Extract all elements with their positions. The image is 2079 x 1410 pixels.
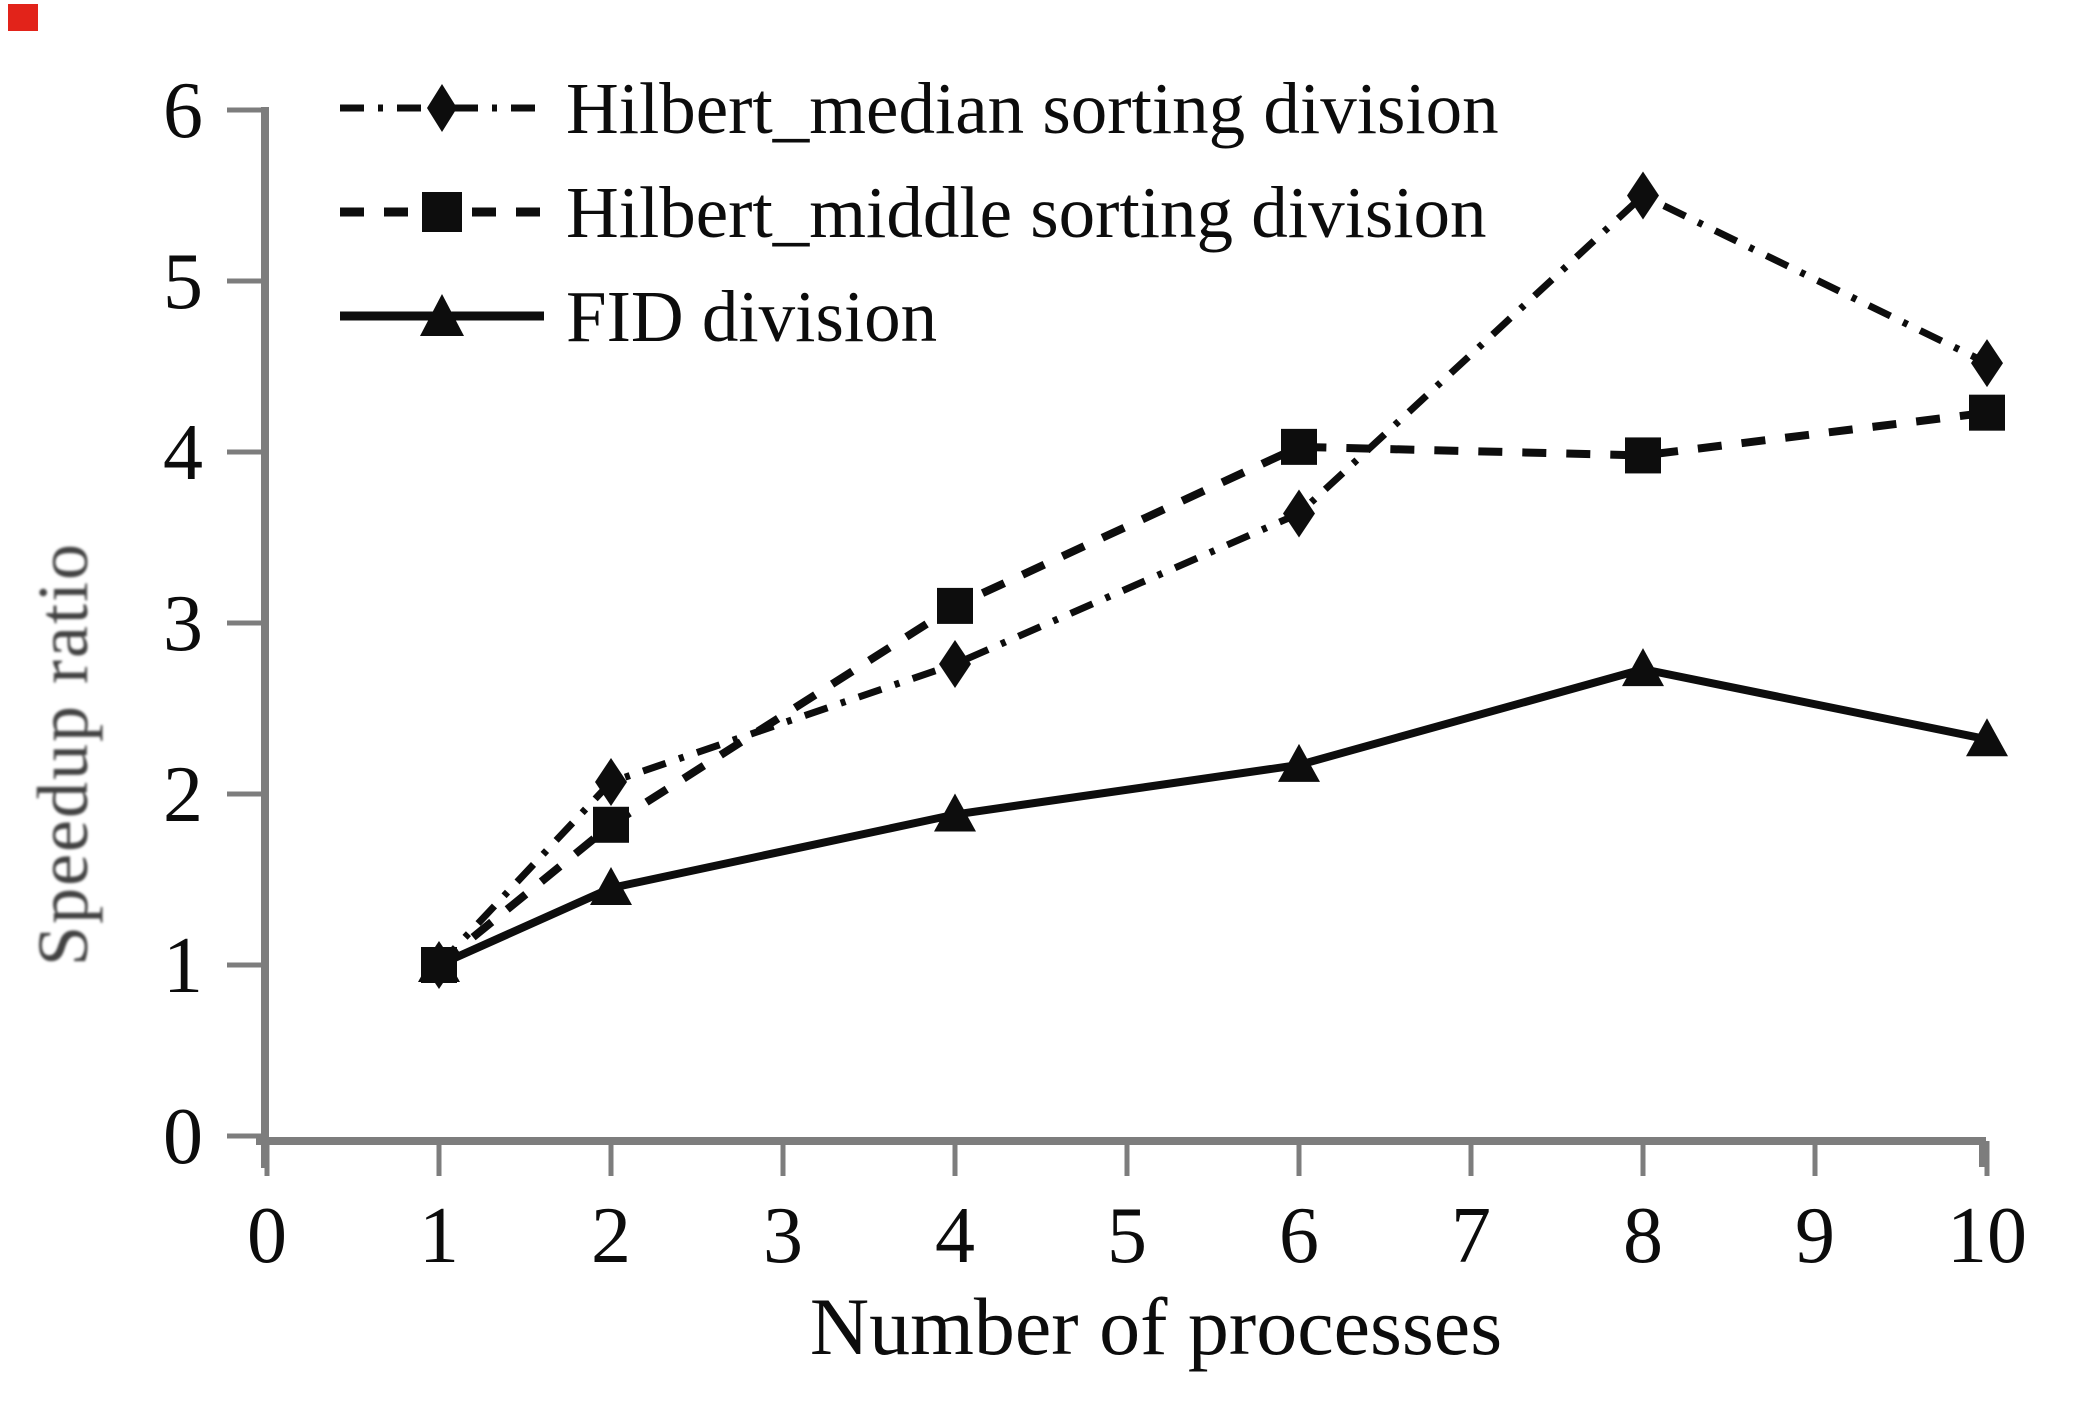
triangle-marker [934, 793, 976, 832]
legend-label-hilbert-middle: Hilbert_middle sorting division [566, 171, 1487, 253]
solid-triangle-line-icon [340, 294, 544, 336]
x-tick-label: 10 [1947, 1192, 2027, 1280]
legend: Hilbert_median sorting division Hilbert_… [336, 56, 1499, 368]
triangle-marker [590, 867, 632, 906]
triangle-marker [1966, 718, 2008, 757]
square-marker [1969, 394, 2005, 431]
legend-label-hilbert-median: Hilbert_median sorting division [566, 67, 1499, 149]
triangle-marker [1622, 648, 1664, 687]
x-tick-label: 3 [763, 1192, 803, 1280]
diamond-marker [1971, 339, 2003, 388]
y-tick-label: 3 [163, 580, 203, 668]
x-tick-label: 0 [247, 1192, 287, 1280]
series-line-1 [436, 408, 1988, 969]
y-tick-label: 1 [163, 922, 203, 1010]
series-line-0 [436, 191, 1989, 968]
legend-label-fid: FID division [566, 275, 938, 357]
diamond-marker [1627, 171, 1659, 220]
series-line-2 [437, 665, 1988, 969]
y-tick-label: 6 [163, 67, 203, 155]
x-axis-title: Number of processes [809, 1281, 1503, 1372]
square-marker [1281, 428, 1317, 465]
square-marker [1625, 437, 1661, 474]
legend-item-hilbert-median: Hilbert_median sorting division [336, 56, 1499, 160]
diamond-marker [1283, 489, 1315, 538]
diamond-marker [595, 758, 627, 807]
dash-dot-diamond-line-icon [340, 84, 544, 132]
diamond-marker [939, 640, 971, 689]
triangle-marker [418, 944, 460, 982]
y-tick-label: 5 [163, 238, 203, 326]
x-tick-label: 9 [1795, 1192, 1835, 1280]
legend-item-hilbert-middle: Hilbert_middle sorting division [336, 160, 1499, 264]
y-axis-title: Speedup ratio [23, 542, 103, 966]
triangle-marker [1278, 743, 1320, 782]
x-tick-label: 4 [935, 1192, 975, 1280]
x-tick-label: 6 [1279, 1192, 1319, 1280]
y-tick-label: 4 [163, 409, 203, 497]
square-marker [593, 806, 629, 843]
red-corner-artifact [8, 4, 38, 31]
legend-item-fid: FID division [336, 264, 1499, 368]
x-tick-label: 1 [419, 1192, 459, 1280]
square-marker [937, 587, 973, 624]
x-tick-label: 5 [1107, 1192, 1147, 1280]
dashed-square-line-icon [340, 192, 544, 232]
x-tick-label: 7 [1451, 1192, 1491, 1280]
y-tick-label: 2 [163, 751, 203, 839]
y-tick-label: 0 [163, 1093, 203, 1181]
x-tick-label: 2 [591, 1192, 631, 1280]
x-tick-label: 8 [1623, 1192, 1663, 1280]
